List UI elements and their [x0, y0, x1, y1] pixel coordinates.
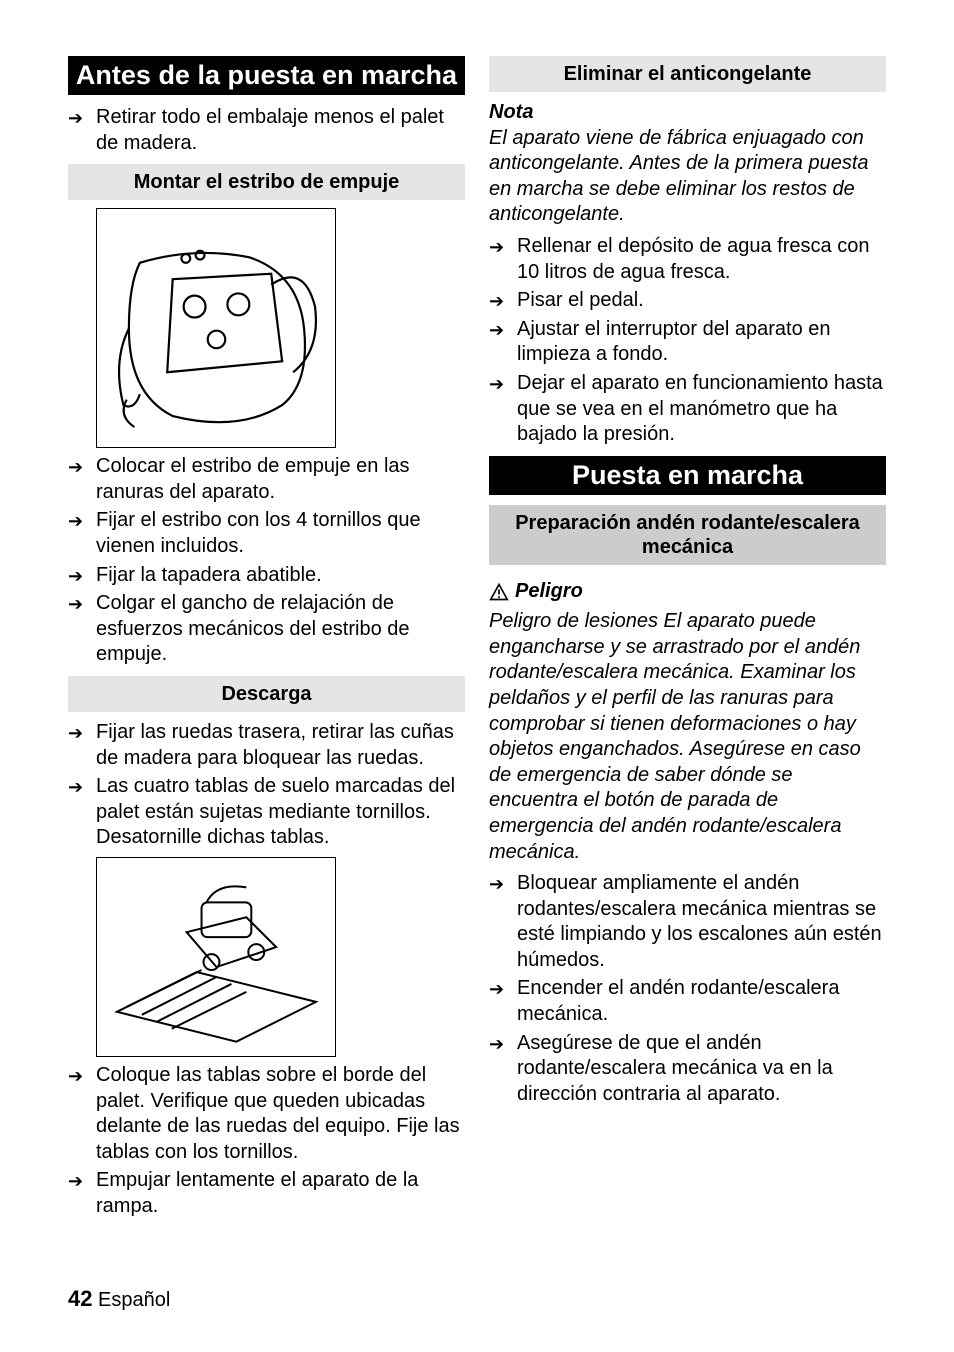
peligro-text: Peligro de lesiones El aparato puede eng…	[489, 609, 886, 865]
heading-montar: Montar el estribo de empuje	[68, 164, 465, 200]
bullet-text: Encender el andén rodante/escalera mecán…	[517, 976, 886, 1027]
arrow-icon: ➔	[68, 591, 96, 616]
bullet-item: ➔ Ajustar el interruptor del aparato en …	[489, 317, 886, 368]
bullet-text: Fijar la tapadera abatible.	[96, 563, 465, 589]
bullet-item: ➔ Rellenar el depósito de agua fresca co…	[489, 234, 886, 285]
right-column: Eliminar el anticongelante Nota El apara…	[489, 56, 886, 1223]
arrow-icon: ➔	[489, 976, 517, 1001]
warning-triangle-icon	[489, 582, 509, 602]
bullet-text: Ajustar el interruptor del aparato en li…	[517, 317, 886, 368]
bullet-text: Dejar el aparato en funcionamiento hasta…	[517, 371, 886, 448]
bullet-item: ➔ Dejar el aparato en funcionamiento has…	[489, 371, 886, 448]
nota-label: Nota	[489, 100, 886, 126]
arrow-icon: ➔	[489, 1031, 517, 1056]
arrow-icon: ➔	[68, 454, 96, 479]
bullet-text: Las cuatro tablas de suelo marcadas del …	[96, 774, 465, 851]
heading-antes: Antes de la puesta en marcha	[68, 56, 465, 95]
left-column: Antes de la puesta en marcha ➔ Retirar t…	[68, 56, 465, 1223]
bullet-text: Pisar el pedal.	[517, 288, 886, 314]
heading-eliminar: Eliminar el anticongelante	[489, 56, 886, 92]
bullet-text: Fijar el estribo con los 4 tornillos que…	[96, 508, 465, 559]
arrow-icon: ➔	[68, 720, 96, 745]
arrow-icon: ➔	[68, 774, 96, 799]
page: Antes de la puesta en marcha ➔ Retirar t…	[0, 0, 954, 1352]
bullet-text: Colgar el gancho de relajación de esfuer…	[96, 591, 465, 668]
bullet-item: ➔ Colocar el estribo de empuje en las ra…	[68, 454, 465, 505]
heading-preparacion: Preparación andén rodante/escalera mecán…	[489, 505, 886, 565]
bullet-item: ➔ Pisar el pedal.	[489, 288, 886, 314]
arrow-icon: ➔	[489, 317, 517, 342]
bullet-text: Empujar lentamente el aparato de la ramp…	[96, 1168, 465, 1219]
arrow-icon: ➔	[68, 563, 96, 588]
footer-language: Español	[98, 1289, 170, 1311]
bullet-item: ➔ Fijar las ruedas trasera, retirar las …	[68, 720, 465, 771]
bullet-text: Asegúrese de que el andén rodante/escale…	[517, 1031, 886, 1108]
heading-puesta: Puesta en marcha	[489, 456, 886, 495]
nota-text: El aparato viene de fábrica enjuagado co…	[489, 126, 886, 228]
page-number: 42	[68, 1286, 92, 1311]
bullet-item: ➔ Encender el andén rodante/escalera mec…	[489, 976, 886, 1027]
arrow-icon: ➔	[489, 871, 517, 896]
bullet-item: ➔ Fijar el estribo con los 4 tornillos q…	[68, 508, 465, 559]
arrow-icon: ➔	[68, 508, 96, 533]
bullet-item: ➔ Empujar lentamente el aparato de la ra…	[68, 1168, 465, 1219]
bullet-item: ➔ Asegúrese de que el andén rodante/esca…	[489, 1031, 886, 1108]
arrow-icon: ➔	[68, 105, 96, 130]
bullet-item: ➔ Coloque las tablas sobre el borde del …	[68, 1063, 465, 1165]
bullet-text: Rellenar el depósito de agua fresca con …	[517, 234, 886, 285]
arrow-icon: ➔	[489, 234, 517, 259]
arrow-icon: ➔	[68, 1168, 96, 1193]
pallet-ramp-illustration-icon	[107, 866, 326, 1048]
figure-machine-top	[96, 208, 336, 448]
bullet-item: ➔ Fijar la tapadera abatible.	[68, 563, 465, 589]
peligro-label-text: Peligro	[515, 579, 583, 605]
arrow-icon: ➔	[68, 1063, 96, 1088]
bullet-text: Colocar el estribo de empuje en las ranu…	[96, 454, 465, 505]
bullet-item: ➔ Bloquear ampliamente el andén rodantes…	[489, 871, 886, 973]
figure-pallet-ramp	[96, 857, 336, 1057]
bullet-text: Retirar todo el embalaje menos el palet …	[96, 105, 465, 156]
peligro-label: Peligro	[489, 579, 583, 605]
bullet-text: Coloque las tablas sobre el borde del pa…	[96, 1063, 465, 1165]
two-column-layout: Antes de la puesta en marcha ➔ Retirar t…	[68, 56, 886, 1223]
page-footer: 42 Español	[68, 1286, 170, 1312]
heading-descarga: Descarga	[68, 676, 465, 712]
arrow-icon: ➔	[489, 371, 517, 396]
arrow-icon: ➔	[489, 288, 517, 313]
bullet-item: ➔ Colgar el gancho de relajación de esfu…	[68, 591, 465, 668]
bullet-item: ➔ Las cuatro tablas de suelo marcadas de…	[68, 774, 465, 851]
bullet-text: Fijar las ruedas trasera, retirar las cu…	[96, 720, 465, 771]
bullet-text: Bloquear ampliamente el andén rodantes/e…	[517, 871, 886, 973]
machine-illustration-icon	[107, 219, 326, 438]
bullet-item: ➔ Retirar todo el embalaje menos el pale…	[68, 105, 465, 156]
